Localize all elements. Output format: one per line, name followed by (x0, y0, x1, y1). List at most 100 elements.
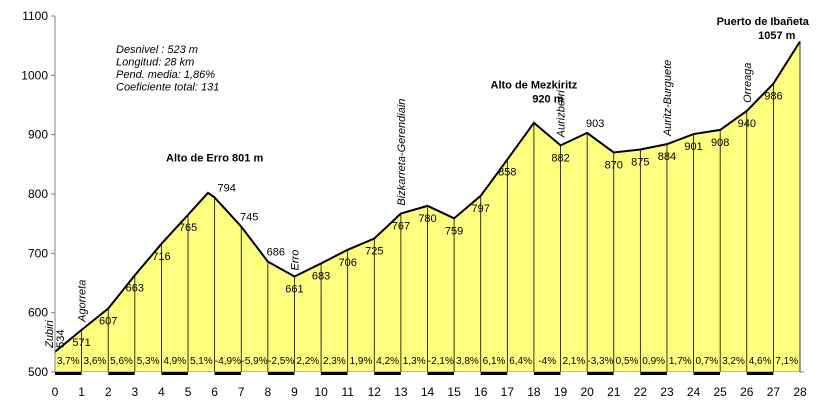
altitude-label: 903 (586, 118, 604, 130)
peak-annotation: 1057 m (758, 30, 796, 42)
stats-line: Pend. media: 1,86% (116, 69, 215, 81)
altitude-label: 780 (418, 213, 436, 225)
plot-area (51, 15, 804, 375)
altitude-label: 725 (365, 246, 383, 258)
altitude-label: 661 (285, 283, 303, 295)
grade-label: -2,5% (268, 356, 294, 367)
grade-label: -2,1% (428, 356, 454, 367)
y-tick-label: 600 (28, 306, 48, 320)
grade-label: 2,2% (296, 356, 319, 367)
x-tick-label: 19 (554, 385, 568, 399)
altitude-label: 745 (240, 212, 258, 224)
km-bar-segment (746, 372, 774, 375)
x-tick-label: 5 (185, 385, 192, 399)
y-tick-label: 1000 (21, 68, 48, 82)
x-tick-label: 16 (474, 385, 488, 399)
x-tick-label: 17 (501, 385, 515, 399)
grade-label: 6,4% (509, 356, 532, 367)
y-tick-label: 1100 (22, 9, 48, 23)
altitude-label: 882 (551, 152, 569, 164)
x-tick-label: 27 (767, 385, 781, 399)
grade-label: 3,2% (722, 356, 745, 367)
place-name: Zubiri (44, 320, 56, 349)
altitude-label: 794 (217, 183, 235, 195)
altitude-label: 797 (472, 203, 490, 215)
km-bar-segment (188, 372, 215, 375)
grade-label: -3,3% (587, 356, 613, 367)
km-bar-segment (480, 372, 508, 375)
km-bar-segment (241, 372, 268, 375)
grade-label: 4,6% (749, 356, 772, 367)
altitude-label: 663 (126, 282, 144, 294)
km-bar-segment (214, 372, 242, 375)
altitude-label: 759 (445, 225, 463, 237)
y-tick-label: 900 (28, 128, 48, 142)
grade-label: 1,9% (350, 356, 373, 367)
grade-label: 5,3% (137, 356, 160, 367)
km-bar-segment (134, 372, 162, 375)
km-bar-segment (400, 372, 428, 375)
grade-label: 6,1% (483, 356, 506, 367)
km-bar-segment (693, 372, 721, 375)
altitude-label: 986 (764, 91, 782, 103)
place-name: Aurizberri (556, 90, 568, 139)
grade-label: 2,1% (562, 356, 585, 367)
km-bar-segment (55, 372, 82, 375)
km-bar-segment (613, 372, 641, 375)
x-tick-label: 12 (368, 385, 382, 399)
stats-line: Desnivel : 523 m (116, 44, 198, 56)
km-bar-segment (587, 372, 614, 375)
grade-label: 2,3% (323, 356, 346, 367)
grade-label: 0,7% (695, 356, 718, 367)
altitude-label: 901 (684, 141, 702, 153)
grade-label: 0,5% (616, 356, 639, 367)
x-tick-label: 9 (291, 385, 298, 399)
altitude-label: 683 (312, 270, 330, 282)
grade-label: 3,7% (57, 356, 80, 367)
place-name: Auritz-Burguete (662, 60, 674, 137)
place-name: Orreaga (742, 63, 754, 103)
km-bar-segment (321, 372, 348, 375)
grade-label: 3,8% (456, 356, 479, 367)
x-tick-label: 3 (131, 385, 138, 399)
grade-label: -5,9% (241, 356, 267, 367)
x-tick-label: 1 (78, 385, 85, 399)
x-tick-label: 14 (421, 385, 435, 399)
altitude-label: 534 (55, 329, 67, 347)
grade-label: 0,9% (642, 356, 665, 367)
altitude-label: 875 (631, 157, 649, 169)
km-bar-segment (640, 372, 667, 375)
km-bar-segment (773, 372, 800, 375)
x-tick-label: 13 (394, 385, 408, 399)
altitude-label: 571 (72, 337, 90, 349)
y-tick-label: 500 (28, 365, 48, 379)
grade-label: -4% (538, 356, 556, 367)
km-bar-segment (294, 372, 322, 375)
altitude-label: 908 (711, 137, 729, 149)
grade-label: 5,1% (190, 356, 213, 367)
x-tick-label: 20 (580, 385, 594, 399)
km-bar-segment (374, 372, 401, 375)
altitude-label: 765 (179, 222, 197, 234)
grade-label: 7,1% (775, 356, 798, 367)
stats-line: Longitud: 28 km (116, 57, 194, 69)
grade-label: 5,6% (110, 356, 133, 367)
x-tick-label: 2 (105, 385, 112, 399)
x-tick-label: 6 (211, 385, 218, 399)
x-tick-label: 11 (341, 385, 354, 399)
stats-line: Coeficiente total: 131 (116, 82, 219, 94)
altitude-label: 706 (338, 257, 356, 269)
x-tick-label: 26 (740, 385, 754, 399)
km-bar-segment (533, 372, 561, 375)
x-tick-label: 8 (265, 385, 272, 399)
x-tick-label: 28 (793, 385, 807, 399)
x-tick-label: 15 (447, 385, 461, 399)
x-tick-label: 4 (158, 385, 165, 399)
grade-label: 1,3% (403, 356, 426, 367)
x-tick-label: 0 (52, 385, 59, 399)
altitude-label: 716 (152, 251, 170, 263)
km-bar-segment (666, 372, 694, 375)
grade-label: 3,6% (84, 356, 107, 367)
km-bar-segment (108, 372, 135, 375)
